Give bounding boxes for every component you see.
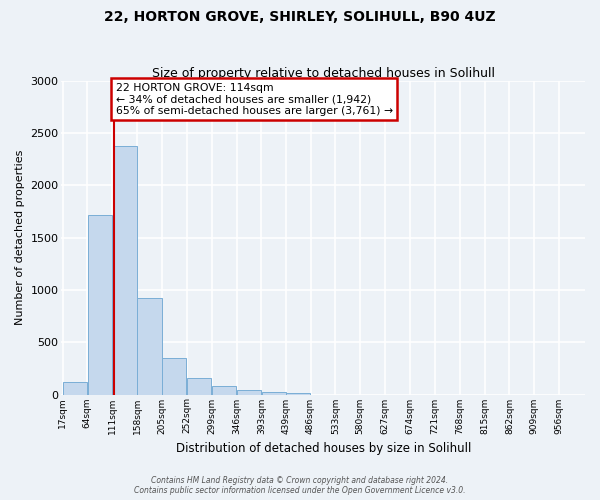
Y-axis label: Number of detached properties: Number of detached properties xyxy=(15,150,25,326)
Bar xyxy=(187,378,211,394)
Bar xyxy=(262,392,286,394)
Bar xyxy=(113,146,137,394)
Title: Size of property relative to detached houses in Solihull: Size of property relative to detached ho… xyxy=(152,66,495,80)
X-axis label: Distribution of detached houses by size in Solihull: Distribution of detached houses by size … xyxy=(176,442,471,455)
Text: 22 HORTON GROVE: 114sqm
← 34% of detached houses are smaller (1,942)
65% of semi: 22 HORTON GROVE: 114sqm ← 34% of detache… xyxy=(116,83,393,116)
Bar xyxy=(88,214,112,394)
Text: 22, HORTON GROVE, SHIRLEY, SOLIHULL, B90 4UZ: 22, HORTON GROVE, SHIRLEY, SOLIHULL, B90… xyxy=(104,10,496,24)
Bar xyxy=(63,382,87,394)
Text: Contains HM Land Registry data © Crown copyright and database right 2024.
Contai: Contains HM Land Registry data © Crown c… xyxy=(134,476,466,495)
Bar xyxy=(212,386,236,394)
Bar xyxy=(237,390,261,394)
Bar xyxy=(137,298,161,394)
Bar xyxy=(163,358,187,394)
